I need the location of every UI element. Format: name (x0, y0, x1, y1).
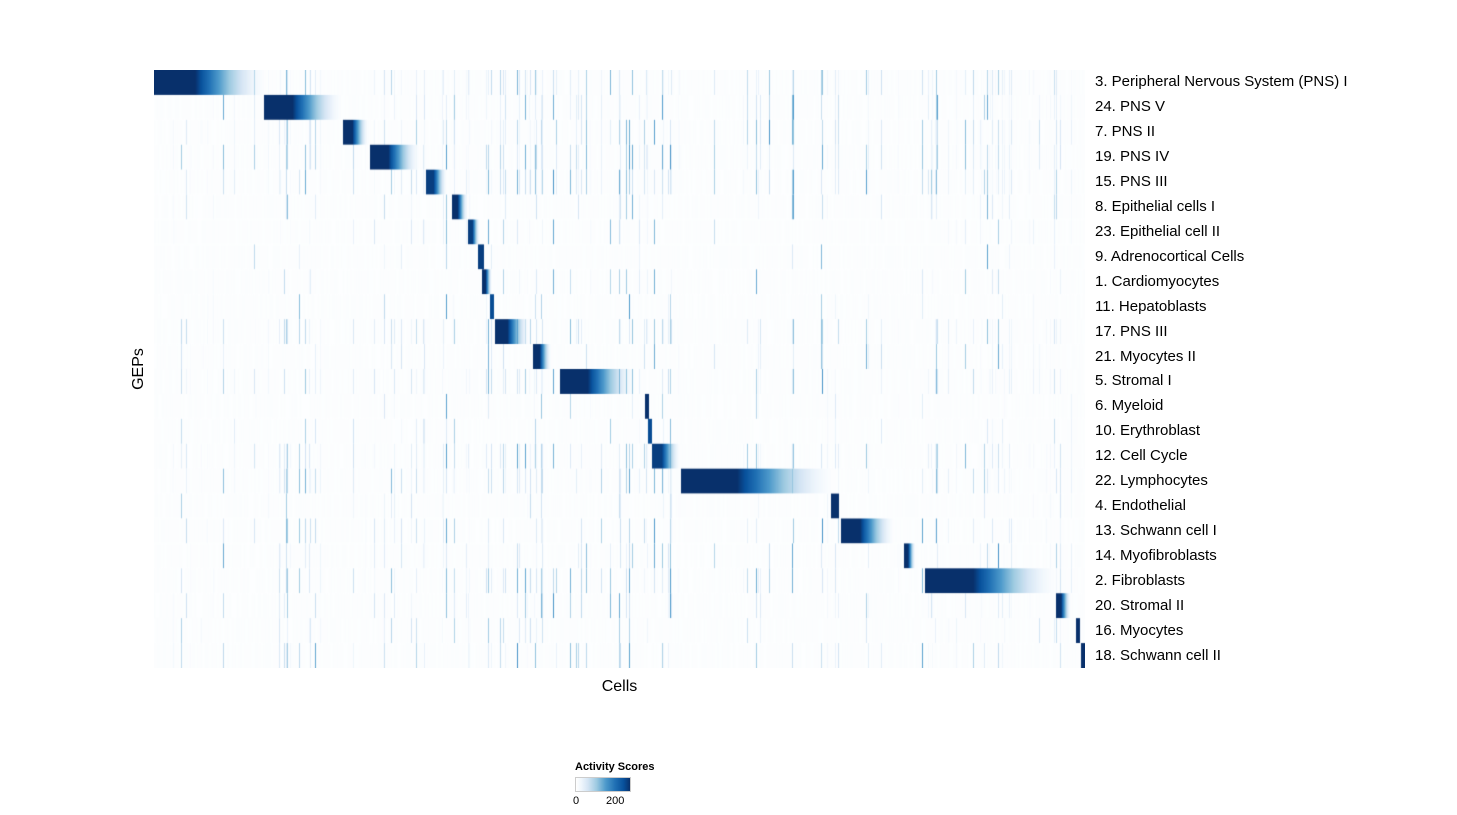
heatmap-canvas (154, 70, 1085, 668)
gep-row-label: 2. Fibroblasts (1095, 571, 1186, 589)
y-axis-label: GEPs (130, 348, 147, 390)
gep-row-label: 17. PNS III (1095, 322, 1168, 340)
gep-row-label: 24. PNS V (1095, 98, 1166, 116)
legend-bar: 0 200 (573, 777, 631, 807)
gep-row-label: 21. Myocytes II (1095, 347, 1196, 365)
gep-row-label: 5. Stromal I (1095, 372, 1172, 390)
gep-row-label: 4. Endothelial (1095, 497, 1186, 515)
gep-row-label: 14. Myofibroblasts (1095, 546, 1217, 564)
legend-tick-high: 200 (606, 795, 625, 807)
gep-row-label: 9. Adrenocortical Cells (1095, 247, 1245, 265)
legend-gradient (575, 777, 631, 792)
gep-row-labels: 3. Peripheral Nervous System (PNS) I 24. … (1095, 70, 1425, 668)
gep-row-label: 1. Cardiomyocytes (1095, 272, 1220, 290)
gep-row-label: 15. PNS III (1095, 173, 1168, 191)
gep-row-label: 23. Epithelial cell II (1095, 222, 1221, 240)
gep-row-label: 8. Epithelial cells I (1095, 198, 1216, 216)
gep-row-label: 11. Hepatoblasts (1095, 297, 1207, 315)
gep-row-label: 12. Cell Cycle (1095, 447, 1188, 465)
colorbar-legend: Activity Scores 0 200 (573, 761, 695, 807)
gep-row-label: 10. Erythroblast (1095, 422, 1201, 440)
gep-row-label: 13. Schwann cell I (1095, 521, 1217, 539)
gep-row-label: 22. Lymphocytes (1095, 472, 1208, 490)
gep-row-label: 6. Myeloid (1095, 397, 1164, 415)
gep-row-label: 18. Schwann cell II (1095, 646, 1221, 664)
legend-title: Activity Scores (575, 761, 655, 773)
gep-row-label: 7. PNS II (1095, 123, 1156, 141)
gep-row-label: 20. Stromal II (1095, 596, 1185, 614)
legend-tick-low: 0 (573, 795, 580, 807)
gep-row-label: 19. PNS IV (1095, 148, 1170, 166)
gep-row-label: 16. Myocytes (1095, 621, 1184, 639)
x-axis-label: Cells (601, 678, 638, 695)
gep-row-label: 3. Peripheral Nervous System (PNS) I (1095, 73, 1348, 91)
